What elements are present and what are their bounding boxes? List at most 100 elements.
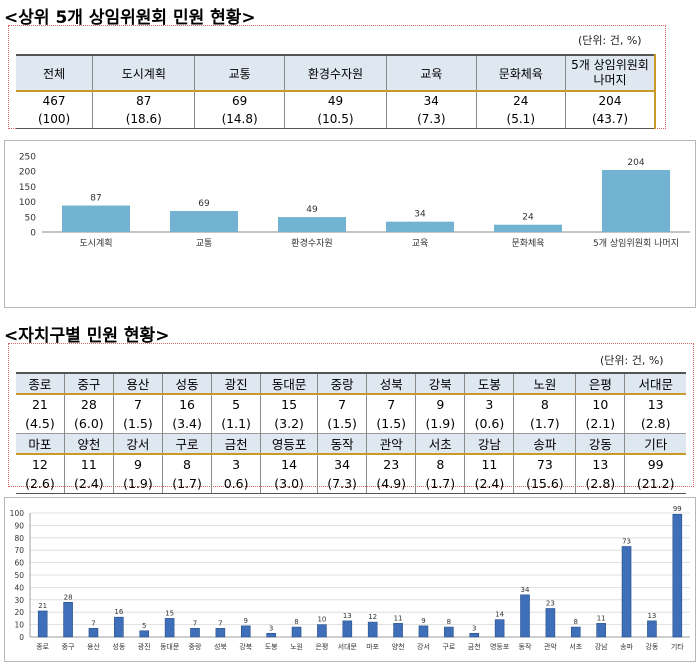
district-count-cell: 7 (112, 394, 163, 414)
header-cell: 5개 상임위원회 나머지 (565, 55, 656, 92)
percent-cell: (18.6) (92, 110, 195, 129)
section1-unit: (단위: 건, %) (578, 34, 642, 47)
district-name-cell: 구로 (161, 433, 212, 455)
bar-value-label: 15 (165, 609, 174, 617)
table-row: 467 87 69 49 34 24 204 (16, 91, 656, 110)
bar-value-label: 34 (414, 210, 426, 220)
district-name-cell: 성북 (366, 372, 416, 395)
percent-cell: (7.3) (386, 110, 477, 129)
district-name-cell: 서초 (415, 433, 465, 455)
category-label: 도시계획 (79, 237, 112, 249)
district-percent-cell: (1.1) (211, 414, 261, 434)
bar-value-label: 34 (521, 586, 530, 594)
bar (647, 620, 657, 638)
bar-value-label: 14 (495, 611, 504, 619)
category-label: 성동 (112, 642, 125, 651)
bar (342, 620, 353, 638)
percent-cell: (14.8) (194, 110, 285, 129)
district-percent-cell: (21.2) (624, 474, 686, 494)
y-tick-label: 100 (10, 509, 25, 518)
y-tick-label: 50 (25, 213, 37, 223)
district-name-cell: 광진 (211, 372, 261, 395)
table-header-row: 전체 도시계획 교통 환경수자원 교육 문화체육 5개 상임위원회 나머지 (16, 55, 656, 92)
district-count-cell: 23 (366, 454, 416, 474)
bar (520, 594, 530, 638)
y-tick-label: 30 (14, 596, 24, 605)
district-count-cell: 3 (211, 454, 261, 474)
bar-value-label: 24 (522, 213, 534, 223)
bar (596, 623, 606, 638)
category-label: 마포 (366, 642, 379, 651)
bar (164, 618, 175, 638)
district-percent-cell: (7.3) (317, 474, 367, 494)
bar (266, 632, 276, 638)
bar-value-label: 21 (38, 602, 47, 610)
bar-value-label: 87 (90, 194, 101, 204)
header-cell: 전체 (16, 55, 93, 92)
bar-value-label: 8 (294, 618, 298, 626)
table-row: 마포 양천 강서 구로 금천 영등포 동작 관악 서초 강남 송파 강동 기타 (16, 433, 686, 455)
category-label: 문화체육 (511, 238, 544, 249)
bar-value-label: 3 (472, 624, 476, 632)
district-count-cell: 28 (63, 394, 114, 414)
bar (114, 616, 124, 638)
bar (61, 205, 131, 232)
district-percent-cell: (1.7) (415, 474, 465, 494)
district-name-cell: 은평 (575, 372, 625, 395)
table-row: 12 11 9 8 3 14 34 23 8 11 73 13 99 (16, 454, 686, 474)
bar-value-label: 99 (673, 505, 682, 513)
bar (190, 628, 200, 638)
bar (367, 621, 378, 638)
district-percent-cell: (15.6) (513, 474, 576, 494)
category-label: 관악 (544, 642, 557, 651)
district-count-cell: 3 (464, 394, 514, 414)
percent-cell: (5.1) (475, 110, 566, 129)
bar-value-label: 69 (198, 199, 210, 209)
district-name-cell: 영등포 (260, 433, 318, 455)
district-count-cell: 10 (575, 394, 625, 414)
bar (169, 211, 239, 232)
bar-value-label: 8 (447, 618, 451, 626)
table-row: (100) (18.6) (14.8) (10.5) (7.3) (5.1) (… (16, 110, 656, 129)
bar-value-label: 5 (142, 622, 146, 630)
district-percent-cell: (0.6) (464, 414, 514, 434)
district-count-cell: 8 (161, 454, 212, 474)
district-count-cell: 34 (317, 454, 367, 474)
district-count-cell: 15 (260, 394, 318, 414)
district-name-cell: 강서 (112, 433, 163, 455)
y-tick-label: 150 (19, 183, 36, 193)
bar (469, 632, 480, 638)
header-cell: 환경수자원 (283, 55, 387, 92)
bar-value-label: 7 (218, 619, 222, 627)
category-label: 종로 (36, 643, 49, 651)
bar-value-label: 9 (244, 617, 248, 625)
bar-value-label: 7 (193, 619, 197, 627)
bar (393, 623, 403, 638)
district-percent-cell: (6.0) (63, 414, 114, 434)
y-tick-label: 250 (19, 153, 36, 163)
district-name-cell: 강북 (415, 372, 465, 395)
district-name-cell: 종로 (16, 372, 65, 395)
bar (494, 619, 505, 638)
bar (385, 221, 455, 232)
y-tick-label: 80 (14, 534, 24, 543)
category-label: 환경수자원 (291, 237, 332, 249)
district-name-cell: 성동 (161, 372, 212, 395)
count-cell: 467 (42, 94, 66, 108)
district-count-cell: 11 (464, 454, 514, 474)
count-cell: 69 (194, 91, 285, 110)
district-percent-cell: (3.2) (260, 414, 318, 434)
bar-value-label: 8 (574, 618, 578, 626)
category-label: 중랑 (189, 643, 202, 651)
bar-value-label: 49 (306, 205, 318, 215)
bar (317, 624, 327, 638)
bar (418, 625, 429, 638)
district-count-cell: 13 (575, 454, 625, 474)
district-percent-cell: (1.5) (366, 414, 416, 434)
y-tick-label: 0 (30, 229, 36, 239)
bar (63, 601, 73, 638)
header-cell: 교통 (194, 55, 285, 92)
percent-cell: (10.5) (283, 110, 387, 129)
bar (37, 610, 48, 638)
district-name-cell: 금천 (211, 433, 261, 455)
